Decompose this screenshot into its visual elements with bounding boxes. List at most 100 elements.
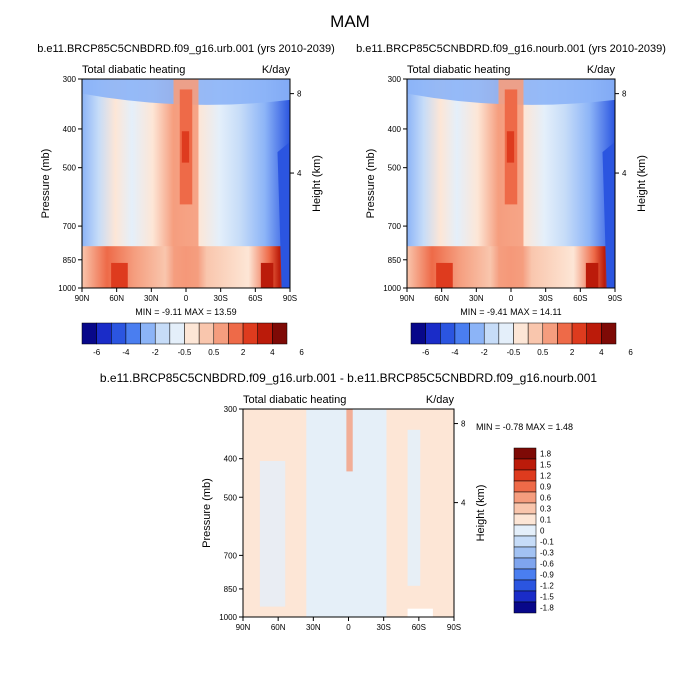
colorbar-label: 1.5	[540, 461, 552, 470]
colorbar-box	[513, 480, 537, 493]
colorbar-label: -2	[152, 348, 160, 357]
colorbar-box	[513, 502, 537, 515]
colorbar-box	[111, 322, 127, 345]
y-tick-label: 700	[224, 551, 238, 560]
colorbar-box	[513, 458, 537, 471]
colorbar-label: 0.6	[540, 494, 552, 503]
colorbar-box	[513, 491, 537, 504]
colorbar-box	[410, 322, 426, 345]
y-tick-label: 300	[224, 405, 238, 414]
y-tick-label: 500	[388, 164, 402, 173]
tropical-max	[506, 131, 515, 163]
x-tick-label: 0	[509, 294, 514, 303]
colorbar-label: 4	[599, 348, 604, 357]
y-tick-label: 400	[224, 455, 238, 464]
colorbar-box	[81, 322, 97, 345]
colorbar-label: -0.6	[540, 560, 554, 569]
colorbar-label: 0.5	[537, 348, 549, 357]
y-axis-title: Pressure (mb)	[201, 478, 213, 548]
tropical-max	[181, 131, 190, 163]
colorbar-label: -6	[93, 348, 101, 357]
y-right-axis-title: Height (km)	[475, 485, 487, 542]
colorbar-label: -6	[422, 348, 430, 357]
panel-2: b.e11.BRCP85C5CNBDRD.f09_g16.nourb.001 (…	[356, 43, 666, 357]
colorbar-label: 0.1	[540, 516, 552, 525]
units-label: K/day	[426, 394, 455, 406]
colorbar-box	[440, 322, 456, 345]
variable-label: Total diabatic heating	[82, 64, 185, 76]
colorbar-label: -4	[451, 348, 459, 357]
x-tick-label: 60N	[434, 294, 449, 303]
y-right-axis-title: Height (km)	[636, 155, 648, 212]
y-axis-title: Pressure (mb)	[365, 149, 377, 219]
y-tick-label: 400	[63, 125, 77, 134]
polar-cool-edge	[277, 141, 290, 288]
colorbar-box	[542, 322, 558, 345]
difference-negative-band	[259, 461, 286, 607]
colorbar-label: 0.9	[540, 483, 552, 492]
x-tick-label: 30S	[377, 623, 391, 632]
colorbar-box	[513, 601, 537, 614]
colorbar-label: -0.5	[507, 348, 521, 357]
colorbar-box	[513, 535, 537, 548]
colorbar-label: -1.2	[540, 582, 554, 591]
x-tick-label: 90N	[75, 294, 90, 303]
min-max-label: MIN = -9.11 MAX = 13.59	[135, 307, 236, 317]
polar-cool-edge	[602, 141, 615, 288]
difference-negative-band	[306, 409, 387, 617]
y-tick-label: 1000	[383, 284, 401, 293]
panel-title: b.e11.BRCP85C5CNBDRD.f09_g16.urb.001 - b…	[100, 371, 597, 385]
colorbar-label: -2	[481, 348, 489, 357]
colorbar-label: -0.3	[540, 549, 554, 558]
colorbar-box	[469, 322, 485, 345]
colorbar-box	[513, 557, 537, 570]
colorbar-label: 6	[299, 348, 304, 357]
colorbar-label: 0.5	[208, 348, 220, 357]
surface-max	[260, 262, 274, 288]
colorbar-box	[527, 322, 544, 345]
x-tick-label: 30N	[306, 623, 321, 632]
colorbar-box	[586, 322, 602, 345]
y-right-tick-label: 4	[297, 169, 302, 178]
colorbar-box	[242, 322, 258, 345]
x-tick-label: 90S	[608, 294, 622, 303]
colorbar-box	[272, 322, 288, 345]
y-axis-title: Pressure (mb)	[40, 149, 52, 219]
min-max-label: MIN = -0.78 MAX = 1.48	[476, 422, 573, 432]
colorbar-box	[513, 447, 537, 460]
y-right-tick-label: 8	[622, 90, 627, 99]
colorbar-label: 2	[570, 348, 575, 357]
y-right-axis-title: Height (km)	[311, 155, 323, 212]
variable-label: Total diabatic heating	[407, 64, 510, 76]
colorbar-label: 0.3	[540, 505, 552, 514]
x-tick-label: 90S	[447, 623, 461, 632]
colorbar-box	[513, 513, 537, 526]
y-right-tick-label: 8	[461, 420, 466, 429]
colorbar-label: 1.2	[540, 472, 552, 481]
panel-title: b.e11.BRCP85C5CNBDRD.f09_g16.nourb.001 (…	[356, 43, 666, 55]
y-tick-label: 850	[388, 256, 402, 265]
colorbar-box	[425, 322, 441, 345]
colorbar-label: 6	[628, 348, 633, 357]
x-tick-label: 90N	[236, 623, 251, 632]
figure-title: MAM	[330, 12, 370, 31]
y-right-tick-label: 4	[461, 499, 466, 508]
y-tick-label: 400	[388, 125, 402, 134]
colorbar-label: -4	[122, 348, 130, 357]
colorbar-box	[498, 322, 514, 345]
colorbar-label: 2	[241, 348, 246, 357]
surface-warm-spot	[111, 262, 128, 288]
surface-max	[585, 262, 599, 288]
panel-title: b.e11.BRCP85C5CNBDRD.f09_g16.urb.001 (yr…	[37, 43, 335, 55]
colorbar-box	[513, 579, 537, 592]
x-tick-label: 60S	[573, 294, 587, 303]
colorbar-label: -0.9	[540, 571, 554, 580]
x-tick-label: 60S	[412, 623, 426, 632]
x-tick-label: 0	[184, 294, 189, 303]
colorbar-box	[513, 546, 537, 559]
variable-label: Total diabatic heating	[243, 394, 346, 406]
colorbar-box	[154, 322, 171, 345]
y-tick-label: 500	[63, 164, 77, 173]
x-tick-label: 60N	[109, 294, 124, 303]
colorbar-label: -1.5	[540, 593, 554, 602]
